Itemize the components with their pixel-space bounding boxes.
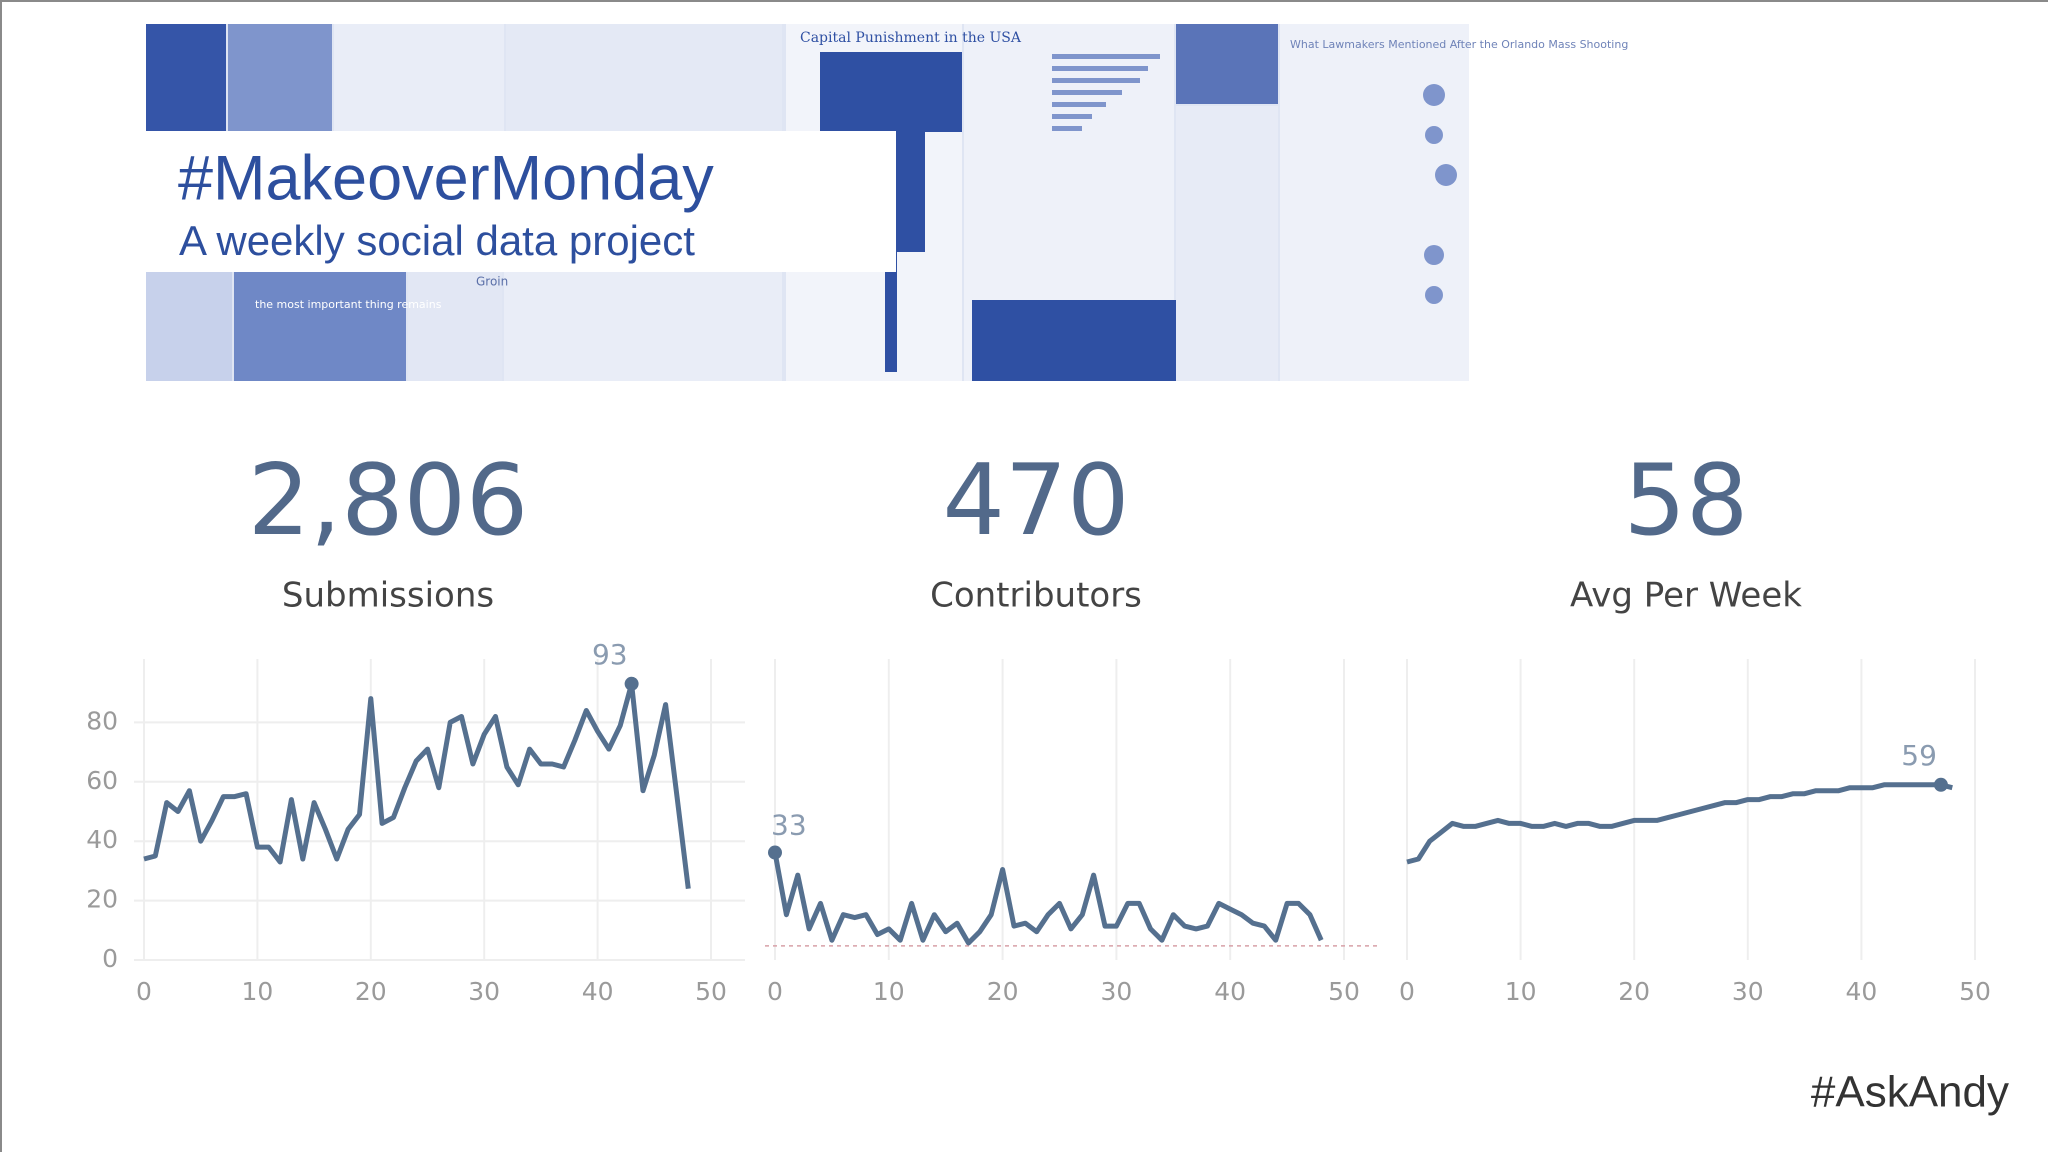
thumbnail bbox=[1176, 24, 1278, 104]
charts: 0 10 20 30 40 50 0 20 40 60 80 93 0 10 20 30 40 50 33 0 10 20… bbox=[86, 638, 1991, 1006]
x-tick-label: 50 bbox=[1328, 977, 1360, 1006]
kpi-value: 58 bbox=[1624, 444, 1749, 558]
kpi-label: Submissions bbox=[282, 576, 494, 616]
thumbnail bbox=[334, 24, 504, 132]
thumbnail bbox=[1176, 106, 1278, 381]
y-tick-label: 40 bbox=[86, 825, 118, 854]
bar-shape bbox=[1052, 66, 1148, 71]
bar-shape bbox=[1052, 114, 1092, 119]
bar-shape bbox=[1052, 126, 1082, 131]
highlight-point bbox=[768, 845, 782, 860]
y-tick-label: 0 bbox=[102, 944, 118, 973]
thumbnail bbox=[506, 24, 782, 132]
y-tick-label: 20 bbox=[86, 885, 118, 914]
data-label: 93 bbox=[592, 638, 628, 671]
bar-shape bbox=[820, 52, 962, 132]
x-tick-label: 0 bbox=[136, 977, 152, 1006]
x-tick-label: 20 bbox=[1618, 977, 1650, 1006]
banner-title: #MakeoverMonday bbox=[178, 144, 714, 214]
dot-shape bbox=[1435, 164, 1457, 186]
x-tick-label: 10 bbox=[1505, 977, 1537, 1006]
y-tick-label: 60 bbox=[86, 766, 118, 795]
y-tick-label: 80 bbox=[86, 706, 118, 735]
thumbnail bbox=[1280, 24, 1469, 381]
thumbnail bbox=[146, 272, 232, 381]
x-tick-label: 40 bbox=[582, 977, 614, 1006]
thumbnail-caption: Groin bbox=[476, 275, 508, 289]
x-tick-label: 20 bbox=[355, 977, 387, 1006]
x-tick-label: 0 bbox=[1399, 977, 1415, 1006]
x-tick-label: 50 bbox=[695, 977, 727, 1006]
data-line bbox=[772, 852, 1324, 946]
thumbnail-caption: the most important thing remains bbox=[255, 298, 442, 311]
chart: 0 10 20 30 40 50 33 bbox=[765, 659, 1378, 1006]
thumbnail bbox=[408, 272, 502, 381]
x-tick-label: 40 bbox=[1214, 977, 1246, 1006]
x-tick-label: 10 bbox=[873, 977, 905, 1006]
kpi-value: 470 bbox=[942, 444, 1129, 558]
thumbnail bbox=[504, 272, 782, 381]
x-tick-label: 40 bbox=[1845, 977, 1877, 1006]
bar-shape bbox=[1052, 78, 1140, 83]
thumbnail-bars bbox=[820, 52, 962, 372]
x-tick-label: 20 bbox=[987, 977, 1019, 1006]
x-tick-label: 30 bbox=[1100, 977, 1132, 1006]
x-tick-label: 0 bbox=[767, 977, 783, 1006]
kpi-value: 2,806 bbox=[248, 444, 529, 558]
thumbnail bbox=[234, 272, 406, 381]
thumbnail bbox=[146, 24, 226, 132]
bar-shape bbox=[885, 252, 897, 372]
bar-shape bbox=[1052, 90, 1122, 95]
bar-shape bbox=[1052, 54, 1160, 59]
kpi-label: Contributors bbox=[930, 576, 1142, 616]
bar-shape bbox=[895, 132, 925, 252]
x-tick-label: 30 bbox=[1732, 977, 1764, 1006]
data-label: 59 bbox=[1901, 739, 1937, 772]
data-line bbox=[143, 681, 691, 890]
kpi-label: Avg Per Week bbox=[1570, 576, 1802, 616]
bar-shape bbox=[1052, 102, 1106, 107]
thumbnail-dots bbox=[1423, 84, 1457, 304]
banner-subtitle: A weekly social data project bbox=[179, 217, 695, 264]
kpis: 2,806 Submissions 470 Contributors 58 Av… bbox=[248, 444, 1803, 616]
highlight-point bbox=[1933, 777, 1948, 792]
chart: 0 10 20 30 40 50 0 20 40 60 80 93 bbox=[86, 638, 745, 1006]
thumbnail bbox=[228, 24, 332, 132]
thumbnail-caption: Capital Punishment in the USA bbox=[800, 30, 1022, 46]
data-line bbox=[1406, 782, 1953, 865]
dot-shape bbox=[1425, 286, 1443, 304]
x-tick-label: 30 bbox=[468, 977, 500, 1006]
title-box bbox=[146, 131, 896, 272]
dot-shape bbox=[1423, 84, 1445, 106]
dot-shape bbox=[1425, 126, 1443, 144]
thumbnail-bars bbox=[1052, 54, 1160, 131]
data-label: 33 bbox=[771, 809, 807, 842]
footer: #AskAndy bbox=[1811, 1068, 2009, 1117]
chart: 0 10 20 30 40 50 59 bbox=[1399, 659, 1991, 1006]
highlight-point bbox=[624, 676, 639, 691]
banner: Capital Punishment in the USA What Lawma… bbox=[146, 24, 1628, 381]
thumbnail bbox=[972, 300, 1176, 381]
x-tick-label: 10 bbox=[241, 977, 273, 1006]
thumbnail-caption: What Lawmakers Mentioned After the Orlan… bbox=[1290, 38, 1628, 51]
x-tick-label: 50 bbox=[1959, 977, 1991, 1006]
dot-shape bbox=[1424, 245, 1444, 265]
